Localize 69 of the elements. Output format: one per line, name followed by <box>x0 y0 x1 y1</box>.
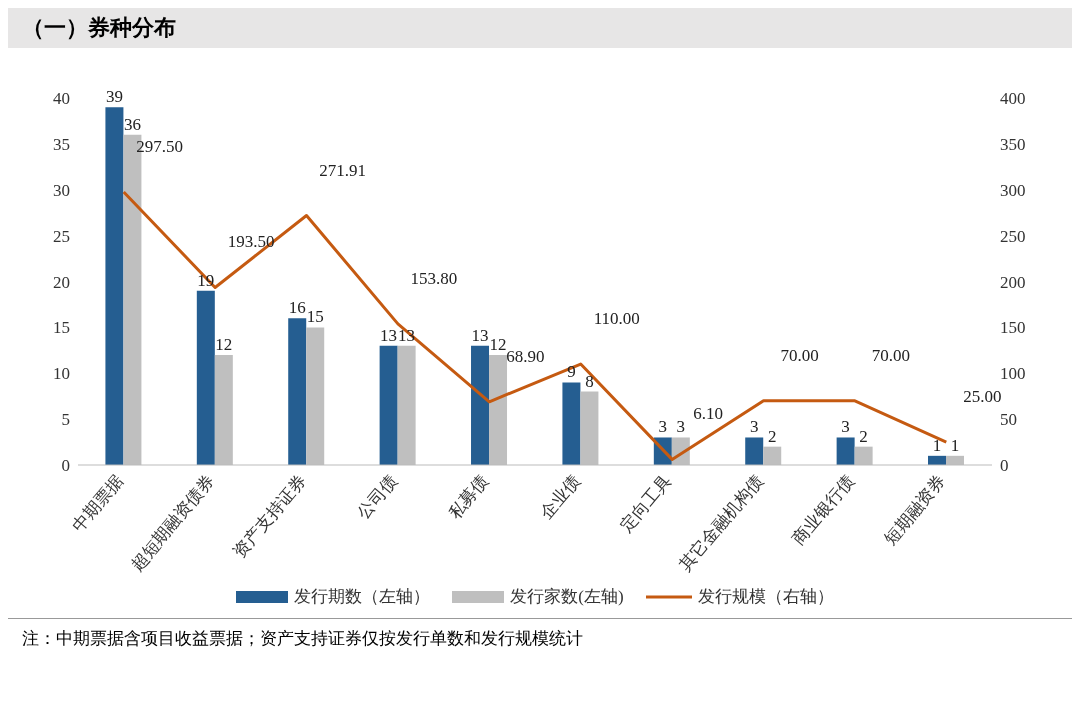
y-tick-label: 40 <box>53 89 70 109</box>
data-label: 3 <box>749 417 759 437</box>
data-label: 1 <box>950 435 960 455</box>
data-label: 12 <box>215 334 233 354</box>
x-tick-label: 其它金融机构债 <box>675 471 767 575</box>
x-tick-label: 私募债 <box>445 471 493 523</box>
x-tick-label: 商业银行债 <box>788 471 858 549</box>
data-label: 39 <box>105 87 123 107</box>
y2-tick-label: 150 <box>1000 318 1026 338</box>
y-tick-label: 15 <box>53 318 70 338</box>
data-label: 2 <box>859 426 868 446</box>
legend-label: 发行家数(左轴) <box>509 586 624 608</box>
y2-tick-label: 350 <box>1000 134 1026 154</box>
data-label: 153.80 <box>410 268 458 288</box>
y-tick-label: 5 <box>61 410 70 430</box>
y-tick-label: 20 <box>53 272 70 292</box>
bar <box>196 290 215 465</box>
text: 注：中期票据含项目收益票据；资产支持证券仅按发行单数和发行规模统计 <box>22 628 584 650</box>
data-label: 25.00 <box>963 387 1002 407</box>
y-tick-label: 25 <box>53 226 70 246</box>
legend-label: 发行期数（左轴） <box>293 586 431 608</box>
bar <box>836 437 855 465</box>
data-label: 8 <box>585 371 594 391</box>
x-tick-label: 中期票据 <box>68 471 127 536</box>
data-label: 3 <box>658 417 668 437</box>
data-label: 3 <box>841 417 850 437</box>
bar <box>105 107 124 465</box>
y-tick-label: 10 <box>53 364 70 384</box>
y2-tick-label: 0 <box>1000 456 1009 476</box>
data-label: 70.00 <box>871 345 911 365</box>
data-label: 297.50 <box>136 137 184 157</box>
y-tick-label: 30 <box>53 180 70 200</box>
data-label: 13 <box>380 325 398 345</box>
y2-tick-label: 50 <box>1000 410 1017 430</box>
y-tick-label: 35 <box>53 134 70 154</box>
line-series <box>122 190 948 461</box>
data-label: 12 <box>489 334 507 354</box>
bar <box>562 382 581 465</box>
y2-tick-label: 400 <box>1000 89 1026 109</box>
y2-tick-label: 250 <box>1000 226 1026 246</box>
data-label: 3 <box>676 417 686 437</box>
x-tick-label: 短期融资券 <box>880 471 950 549</box>
x-tick-label: 企业债 <box>536 471 584 523</box>
data-label: 70.00 <box>780 345 819 365</box>
data-label: 6.10 <box>693 404 723 424</box>
y2-tick-label: 300 <box>1000 180 1026 200</box>
bar <box>471 345 490 465</box>
chart-title: （一）券种分布 <box>8 8 1072 48</box>
legend-label: 发行规模（右轴） <box>696 586 834 608</box>
data-label: 68.90 <box>506 346 545 366</box>
x-tick-label: 公司债 <box>353 471 401 523</box>
data-label: 193.50 <box>227 232 275 252</box>
bar <box>745 437 764 465</box>
data-label: 36 <box>123 114 141 134</box>
data-label: 13 <box>471 325 489 345</box>
y-tick-label: 0 <box>61 456 70 476</box>
data-label: 1 <box>932 435 942 455</box>
data-label: 110.00 <box>593 309 640 329</box>
bar <box>379 345 398 465</box>
bar <box>288 318 307 465</box>
data-label: 2 <box>767 426 777 446</box>
x-tick-label: 资产支持证券 <box>229 471 310 562</box>
data-label: 271.91 <box>319 160 366 180</box>
y2-tick-label: 100 <box>1000 364 1026 384</box>
x-tick-label: 定向工具 <box>616 471 676 536</box>
y2-tick-label: 200 <box>1000 272 1026 292</box>
data-label: 16 <box>288 298 306 318</box>
data-label: 15 <box>306 307 324 327</box>
x-tick-label: 超短期融资债券 <box>127 471 219 575</box>
